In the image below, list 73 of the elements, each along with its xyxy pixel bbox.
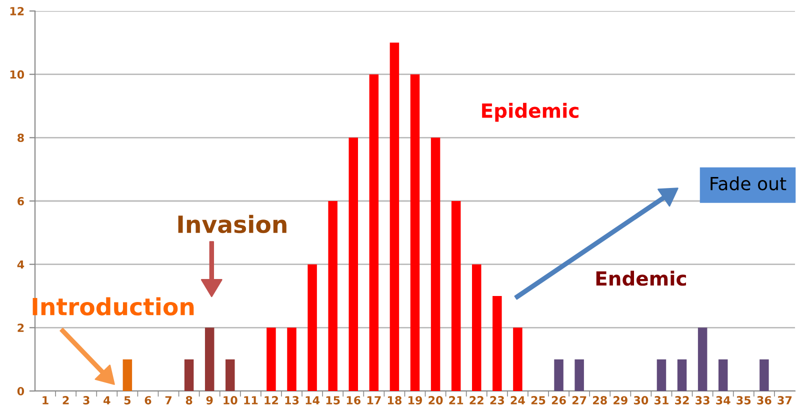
bar: [513, 328, 522, 391]
bar: [226, 359, 235, 391]
x-tick-label: 10: [224, 396, 238, 404]
bar: [677, 359, 687, 391]
x-tick-label: 30: [634, 396, 648, 404]
x-tick-label: 20: [428, 396, 443, 404]
bar: [554, 359, 564, 391]
bar: [760, 359, 769, 391]
bar: [451, 201, 461, 391]
annotation: Introduction: [32, 297, 194, 316]
y-tick-label: 8: [18, 134, 24, 142]
bar: [204, 328, 214, 391]
x-tick-label: 37: [778, 396, 792, 404]
x-tick-label: 18: [388, 396, 402, 404]
x-tick-label: 1: [42, 396, 48, 404]
x-tick-label: 27: [572, 396, 586, 404]
bar: [184, 359, 194, 391]
x-tick-label: 26: [552, 396, 566, 404]
x-tick-label: 13: [285, 396, 299, 404]
x-tick-label: 36: [757, 396, 772, 404]
x-tick-label: 5: [124, 396, 131, 404]
x-tick-label: 11: [244, 396, 258, 404]
bar: [369, 74, 379, 391]
x-tick-label: 17: [367, 396, 381, 404]
x-tick-label: 12: [264, 396, 278, 404]
x-tick-label: 33: [696, 396, 710, 404]
annotation: Epidemic: [482, 102, 578, 122]
bar: [698, 328, 708, 391]
annotation: Invasion: [178, 214, 286, 234]
x-tick-label: 7: [165, 396, 172, 404]
x-tick-label: 35: [736, 396, 751, 404]
bar: [390, 42, 400, 391]
x-tick-label: 4: [104, 396, 110, 404]
bar: [348, 138, 358, 391]
x-tick-label: 8: [186, 396, 192, 404]
bar: [266, 328, 276, 391]
y-tick-label: 6: [18, 196, 24, 206]
y-tick-label: 4: [17, 260, 24, 269]
y-tick-label: 2: [18, 324, 24, 332]
bar: [308, 264, 317, 391]
x-tick-label: 21: [449, 396, 464, 404]
bar: [328, 201, 338, 391]
x-tick-label: 19: [408, 396, 422, 404]
annotation: Fade out: [710, 176, 786, 190]
bar: [287, 328, 296, 391]
x-tick-label: 14: [306, 396, 320, 404]
x-tick-label: 31: [654, 396, 668, 404]
x-tick-label: 22: [470, 396, 484, 404]
bar: [718, 359, 728, 391]
bar: [574, 359, 584, 391]
bar: [122, 359, 132, 391]
x-tick-label: 24: [510, 396, 525, 404]
annotation: Endemic: [596, 270, 686, 286]
x-tick-label: 9: [206, 396, 213, 404]
bar: [410, 74, 420, 391]
x-tick-label: 29: [614, 396, 628, 404]
x-tick-label: 32: [675, 396, 689, 404]
x-tick-label: 6: [144, 396, 152, 404]
y-tick-label: 10: [10, 70, 24, 79]
y-tick-label: 0: [17, 386, 24, 396]
x-tick-label: 15: [326, 396, 340, 404]
x-tick-label: 16: [346, 396, 361, 404]
x-tick-label: 25: [531, 396, 546, 404]
x-tick-label: 34: [716, 396, 730, 404]
bar: [492, 296, 502, 391]
x-tick-label: 23: [490, 396, 504, 404]
y-tick-label: 12: [10, 6, 24, 16]
bar: [472, 264, 482, 391]
x-tick-label: 2: [62, 396, 69, 404]
bar: [656, 359, 666, 391]
bar: [430, 138, 440, 391]
x-tick-label: 28: [593, 396, 607, 404]
x-tick-label: 3: [83, 396, 90, 404]
